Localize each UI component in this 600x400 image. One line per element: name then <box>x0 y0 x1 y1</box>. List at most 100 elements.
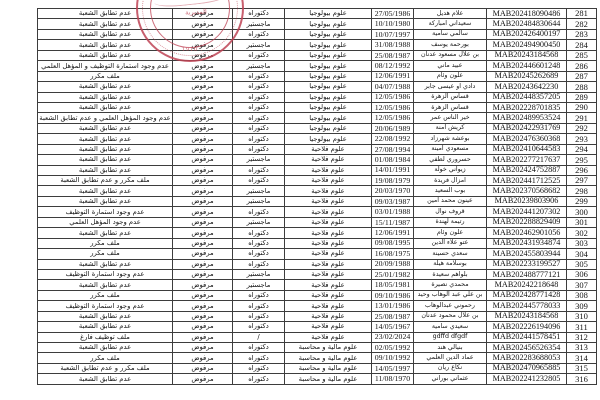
cell-field: علوم فلاحية <box>284 216 372 229</box>
cell-status: مرفوض <box>172 91 233 103</box>
cell-birth-date: 20/09/1988 <box>371 258 414 270</box>
cell-birth-date: 04/07/1988 <box>371 81 414 93</box>
cell-degree: دكتوراه <box>232 321 285 333</box>
cell-mab-code: MAB202418090486 <box>486 7 567 20</box>
cell-field: علوم فلاحية <box>284 154 372 166</box>
cell-degree: دكتوراه <box>232 7 285 20</box>
cell-field: علوم فلاحية <box>284 227 372 239</box>
cell-status: مرفوض <box>172 373 233 385</box>
cell-reason: عدم تطابق الشعبة <box>37 49 173 62</box>
cell-degree: دكتوراه <box>232 300 285 312</box>
cell-degree: دكتوراه <box>232 310 285 323</box>
cell-status: مرفوض <box>172 49 233 62</box>
cell-birth-date: 10/10/1980 <box>371 18 414 30</box>
cell-mab-code: MAB20242218648 <box>486 279 567 291</box>
cell-birth-date: 12/06/1991 <box>371 227 414 239</box>
cell-reason: عدم تطابق الشعبة <box>37 154 173 166</box>
cell-mab-code: MAB202441578451 <box>486 331 567 344</box>
cell-field: علوم مالية و محاسبة <box>284 352 372 364</box>
cell-reason: عدم تطابق الشعبة <box>37 321 173 333</box>
cell-reason: عدم تطابق الشعبة <box>37 373 173 385</box>
cell-status: مرفوض <box>172 18 233 30</box>
cell-name: خير الناس عمر <box>413 112 487 124</box>
cell-mab-code: MAB202446601248 <box>486 60 567 72</box>
cell-reason: عدم وجود استمارة التوظيف <box>37 300 173 312</box>
cell-mab-code: MAB202241232805 <box>486 373 567 385</box>
cell-degree: دكتوراه <box>232 164 285 177</box>
cell-reason: ملف مكرر <box>37 70 173 83</box>
cell-rank: 288 <box>566 81 597 93</box>
cell-mab-code: MAB20243642230 <box>486 81 567 93</box>
cell-rank: 281 <box>566 7 597 20</box>
cell-field: علوم مالية و محاسبة <box>284 341 372 354</box>
cell-status: مرفوض <box>172 112 233 124</box>
cell-degree: دكتوراه <box>232 341 285 354</box>
cell-rank: 285 <box>566 49 597 62</box>
cell-name: قساس الزهرة <box>413 101 487 114</box>
cell-rank: 282 <box>566 18 597 30</box>
table-row: 313 MAB202456526354 بنيالي هند 02/05/199… <box>37 341 597 354</box>
cell-degree: ماجستير <box>232 216 285 229</box>
cell-status: مرفوض <box>172 70 233 83</box>
cell-status: مرفوض <box>172 237 233 250</box>
cell-name: بورحمة يوسف <box>413 39 487 51</box>
cell-birth-date: 25/08/1987 <box>371 310 414 323</box>
cell-reason: ملف مكرر <box>37 352 173 364</box>
cell-name: سالمي سامية <box>413 28 487 41</box>
cell-reason: ملف توظيف فارغ <box>37 331 173 344</box>
cell-rank: 310 <box>566 310 597 323</box>
cell-degree: دكتوراه <box>232 143 285 156</box>
cell-field: علوم فلاحية <box>284 300 372 312</box>
cell-reason: ملف مكرر <box>37 248 173 260</box>
cell-field: علوم بيولوجيا <box>284 112 372 124</box>
cell-rank: 314 <box>566 352 597 364</box>
cell-rank: 294 <box>566 143 597 156</box>
cell-degree: ماجستير <box>232 185 285 197</box>
cell-name: عتو علاء الدين <box>413 237 487 250</box>
cell-field: علوم فلاحية <box>284 310 372 323</box>
cell-name: حسروري لطفي <box>413 154 487 166</box>
cell-mab-code: MAB202470965885 <box>486 362 567 375</box>
table-row: 301 MAB202288829409 رتيمة لهندة 15/11/19… <box>37 216 597 229</box>
cell-rank: 286 <box>566 60 597 72</box>
cell-field: علوم بيولوجيا <box>284 91 372 103</box>
cell-name: كريش آمنة <box>413 122 487 135</box>
cell-rank: 312 <box>566 331 597 344</box>
cell-field: علوم مالية و محاسبة <box>284 362 372 375</box>
cell-rank: 302 <box>566 227 597 239</box>
cell-field: علوم مالية و محاسبة <box>284 373 372 385</box>
cell-reason: عدم تطابق الشعبة <box>37 91 173 103</box>
cell-birth-date: 19/08/1979 <box>371 174 414 187</box>
cell-status: مرفوض <box>172 362 233 375</box>
cell-field: علوم بيولوجيا <box>284 81 372 93</box>
cell-degree: دكتوراه <box>232 49 285 62</box>
table-row: 300 MAB202441207302 قروف نوال 03/01/1988… <box>37 206 597 218</box>
cell-rank: 311 <box>566 321 597 333</box>
cell-reason: عدم تطابق الشعبة <box>37 341 173 354</box>
cell-mab-code: MAB202455803944 <box>486 248 567 260</box>
cell-mab-code: MAB202488777121 <box>486 268 567 281</box>
cell-birth-date: 16/08/1975 <box>371 248 414 260</box>
table-row: 314 MAB202283688053 عماد الدين العلمي 09… <box>37 352 597 364</box>
cell-rank: 293 <box>566 133 597 145</box>
cell-degree: ماجستير <box>232 279 285 291</box>
cell-mab-code: MAB202233199527 <box>486 258 567 270</box>
table-row: 285 MAB20243184568 بن علال مسعود عدنان 2… <box>37 49 597 62</box>
cell-degree: ماجستير <box>232 39 285 51</box>
cell-mab-code: MAB202226194096 <box>486 321 567 333</box>
cell-rank: 290 <box>566 101 597 114</box>
cell-field: علوم فلاحية <box>284 268 372 281</box>
cell-field: علوم فلاحية <box>284 289 372 302</box>
cell-mab-code: MAB202441207302 <box>486 206 567 218</box>
cell-name: عثماني بوراني <box>413 373 487 385</box>
cell-field: علوم فلاحية <box>284 164 372 177</box>
cell-reason: عدم تطابق الشعبة <box>37 227 173 239</box>
cell-reason: ملف مكرر و عدم تطابق الشعبة <box>37 362 173 375</box>
cell-name: عماد الدين العلمي <box>413 352 487 364</box>
cell-birth-date: 08/12/1992 <box>371 60 414 72</box>
cell-birth-date: 12/06/1991 <box>371 70 414 83</box>
cell-status: مرفوض <box>172 321 233 333</box>
cell-rank: 316 <box>566 373 597 385</box>
cell-degree: ماجستير <box>232 60 285 72</box>
